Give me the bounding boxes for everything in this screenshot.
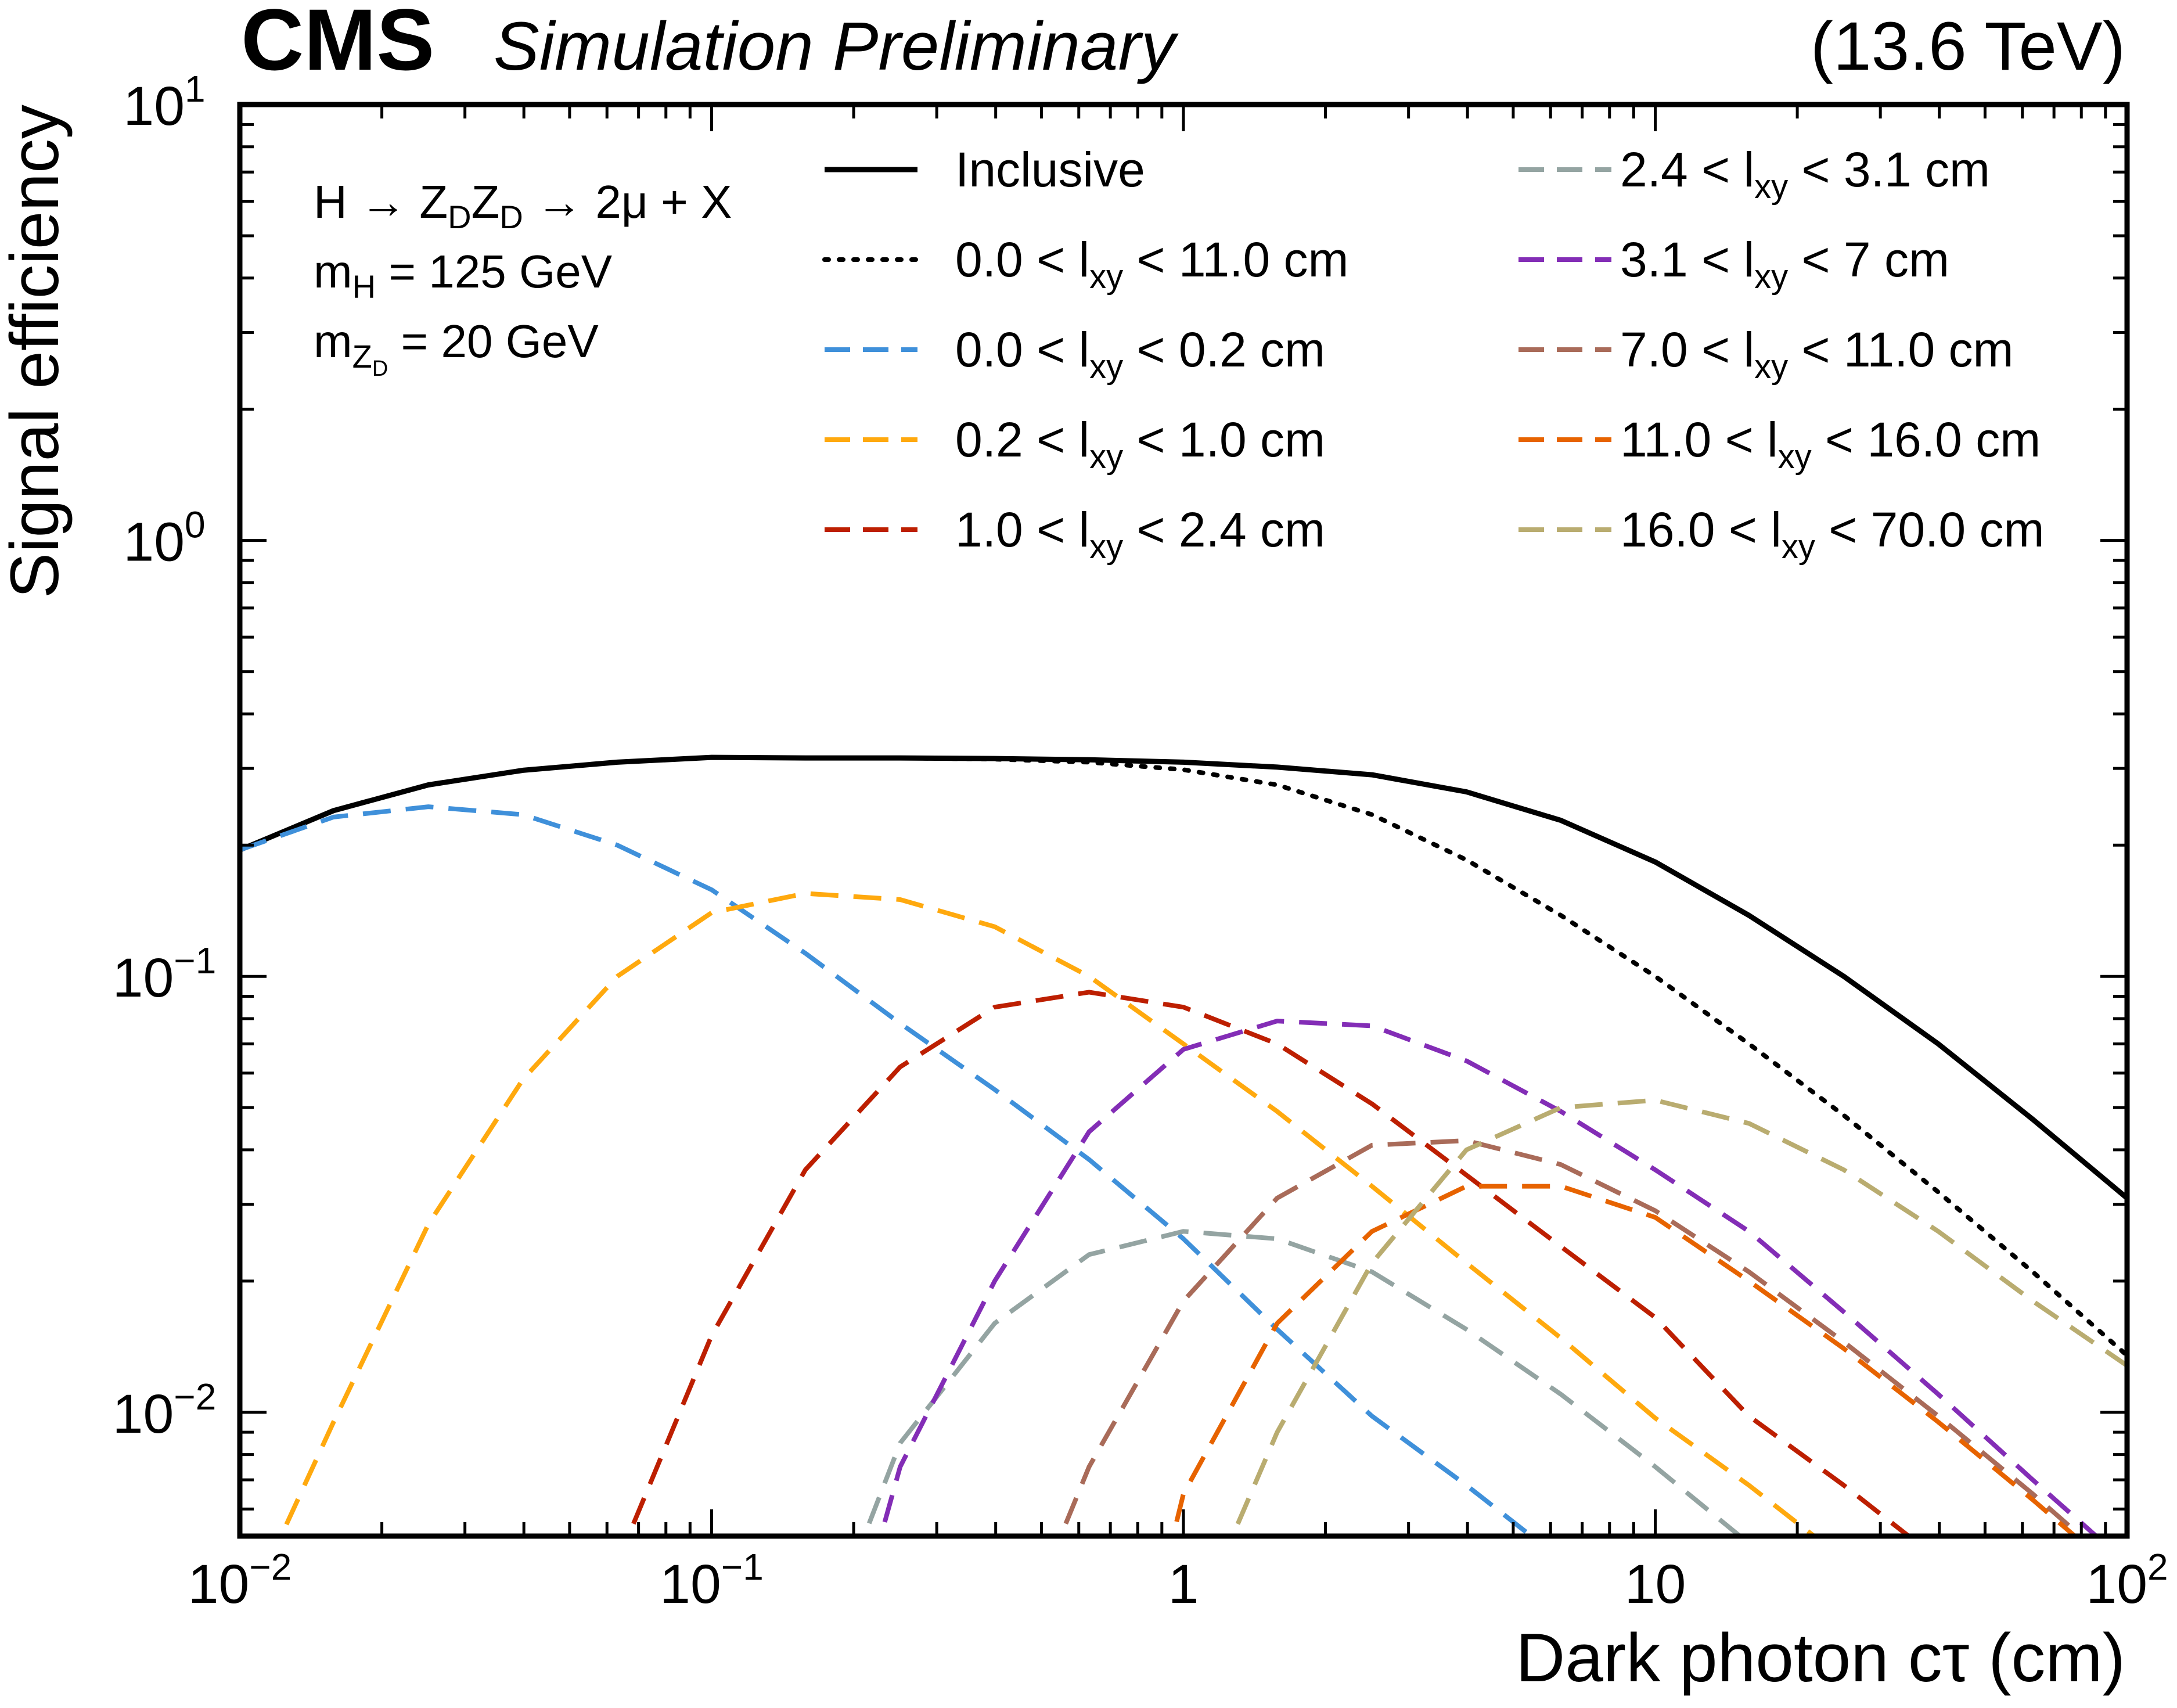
series-line-lxy_7_11 — [1058, 1138, 2085, 1536]
legend-label-lxy_31_7: 3.1 < lxy < 7 cm — [1620, 232, 1949, 296]
legend-label-lxy_11_16: 11.0 < lxy < 16.0 cm — [1620, 412, 2041, 476]
legend-label-lxy_24_31: 2.4 < lxy < 3.1 cm — [1620, 142, 1990, 206]
series-line-lxy_16_70 — [1230, 1098, 2127, 1536]
y-axis-label: Signal efficiency — [0, 105, 73, 599]
legend-label-inclusive: Inclusive — [955, 142, 1145, 197]
legend-label-lxy_7_11: 7.0 < lxy < 11.0 cm — [1620, 322, 2013, 386]
process-annotation: H → ZDZD → 2μ + X mH = 125 GeV mZD = 20 … — [314, 176, 732, 381]
energy-label: (13.6 TeV) — [1811, 8, 2125, 85]
legend-label-lxy_0_11: 0.0 < lxy < 11.0 cm — [955, 232, 1348, 296]
y-tick-label: 10−2 — [113, 1376, 217, 1445]
series-curves — [240, 754, 2127, 1536]
process-decay: H → ZDZD → 2μ + X — [314, 176, 732, 235]
y-tick-label: 101 — [123, 68, 205, 137]
legend-label-lxy_02_1: 0.2 < lxy < 1.0 cm — [955, 412, 1325, 476]
x-tick-label: 10−1 — [660, 1546, 764, 1615]
x-axis-label: Dark photon cτ (cm) — [1516, 1620, 2125, 1696]
tick-labels: 10−2 10−1 1 10 102 101 100 10−1 10−2 — [113, 68, 2168, 1615]
series-line-lxy_0_02 — [240, 804, 1535, 1536]
series-line-lxy_11_16 — [1171, 1184, 2079, 1536]
x-tick-label: 102 — [2086, 1546, 2168, 1615]
plot-frame — [237, 102, 2130, 1539]
y-tick-label: 10−1 — [113, 940, 217, 1009]
series-line-lxy_24_31 — [862, 1229, 1744, 1536]
y-tick-label: 100 — [123, 504, 205, 573]
series-line-lxy_0_11 — [240, 755, 2127, 1358]
series-line-lxy_31_7 — [878, 1019, 2100, 1536]
series-line-inclusive — [240, 754, 2127, 1200]
x-tick-label: 10−2 — [188, 1546, 292, 1615]
series-line-lxy_02_1 — [278, 891, 1818, 1536]
x-tick-label: 1 — [1168, 1554, 1199, 1615]
legend-label-lxy_1_24: 1.0 < lxy < 2.4 cm — [955, 502, 1325, 566]
higgs-mass: mH = 125 GeV — [314, 246, 613, 305]
series-line-lxy_1_24 — [625, 990, 1913, 1536]
legend-label-lxy_0_02: 0.0 < lxy < 0.2 cm — [955, 322, 1325, 386]
cms-label: CMS — [241, 0, 434, 88]
legend-label-lxy_16_70: 16.0 < lxy < 70.0 cm — [1620, 502, 2044, 566]
legend: Inclusive 0.0 < lxy < 11.0 cm 0.0 < lxy < … — [822, 142, 2044, 566]
x-tick-label: 10 — [1625, 1554, 1686, 1615]
status-label: Simulation Preliminary — [494, 8, 1179, 85]
dark-photon-mass: mZD = 20 GeV — [314, 315, 599, 381]
